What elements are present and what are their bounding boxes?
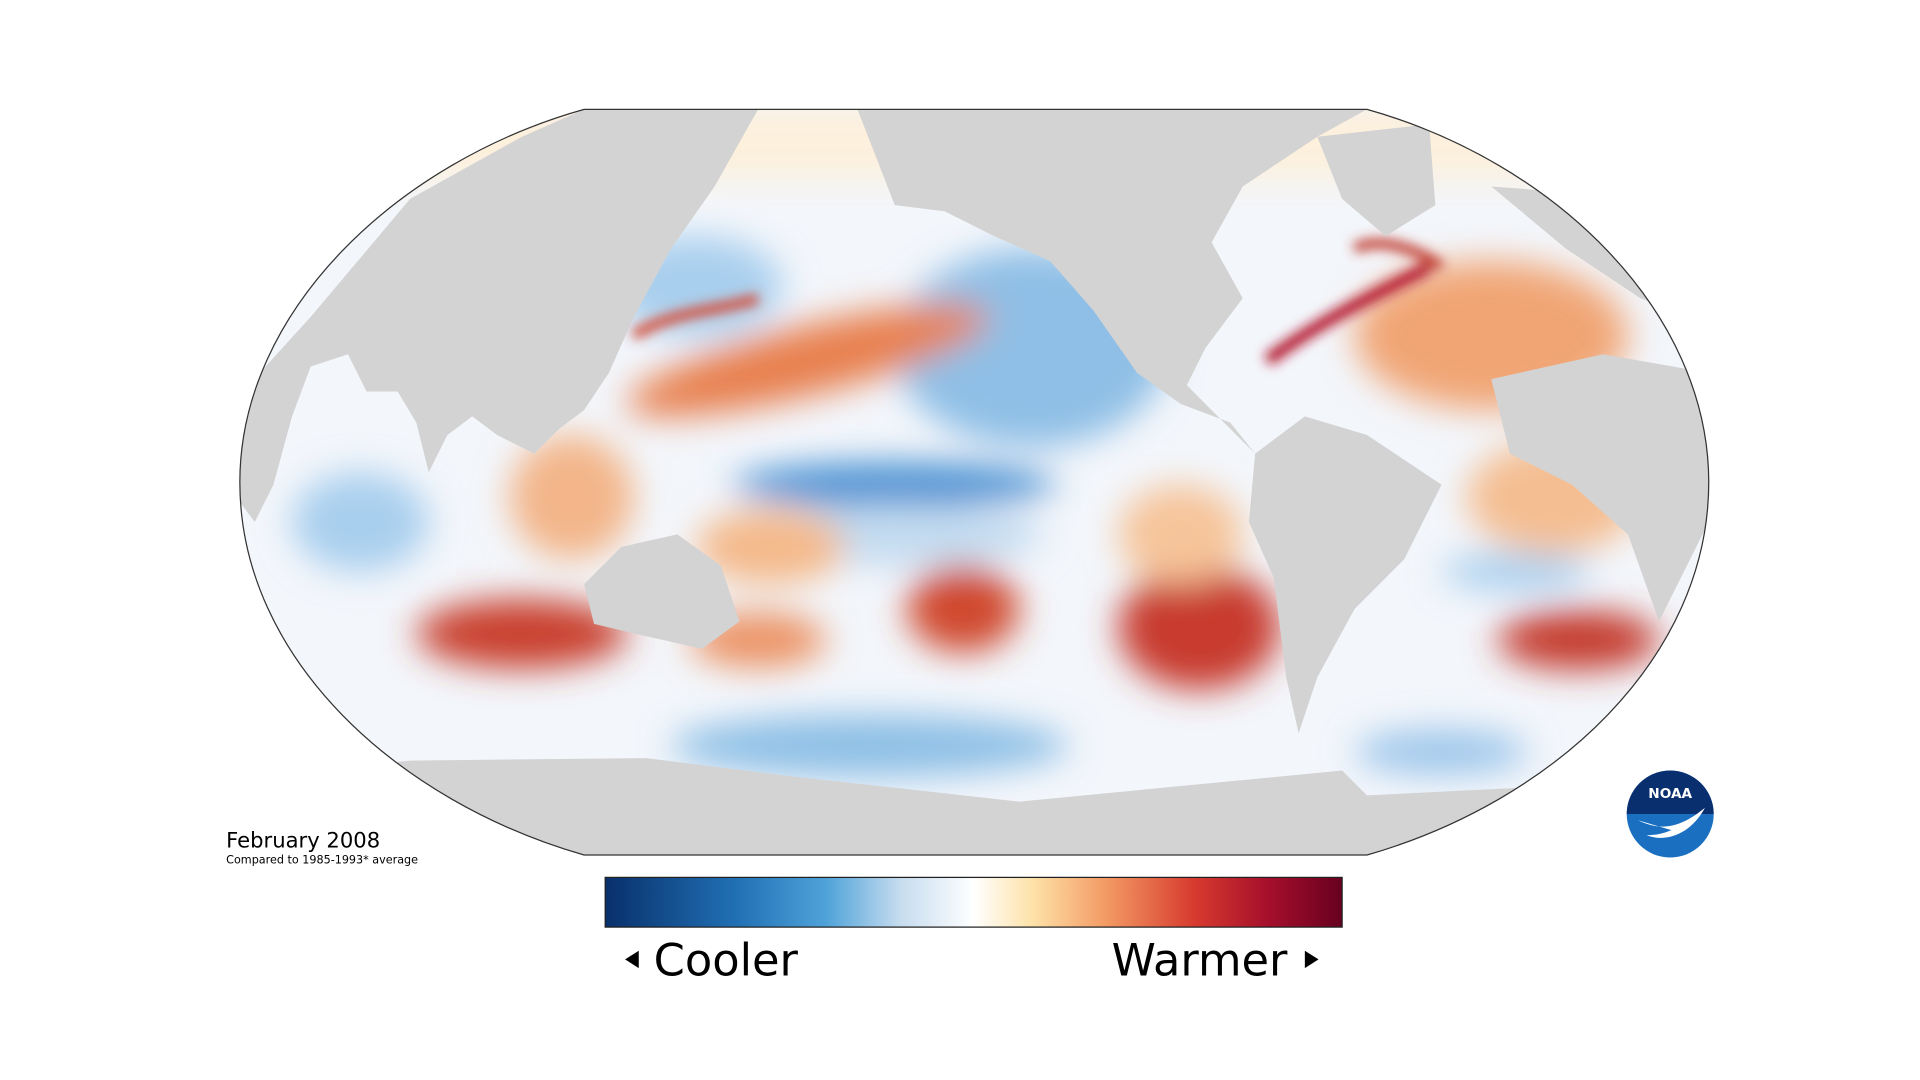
map-baseline: Compared to 1985-1993* average [226,854,418,867]
legend-high-label: Warmer [1112,934,1288,987]
north-america [857,109,1367,454]
gulf-stream [631,238,1445,366]
legend-low-label: Cooler [654,934,799,987]
logo-bird [1637,807,1706,838]
map-outline [239,108,1710,856]
greenland [1317,124,1436,237]
land [239,109,1709,856]
antarctica [310,758,1616,856]
asia [239,109,759,522]
south-america [1248,416,1442,734]
cooler-arrow [625,950,639,969]
africa [1491,354,1709,622]
map-body [239,109,1709,856]
logo-top [1626,770,1714,815]
noaa-logo: NOAA [1626,770,1714,858]
logo-text: NOAA [1648,786,1692,802]
australia [584,534,740,649]
map-date: February 2008 [226,828,380,853]
warmer-arrow [1304,950,1319,969]
colorbar [604,876,1343,928]
